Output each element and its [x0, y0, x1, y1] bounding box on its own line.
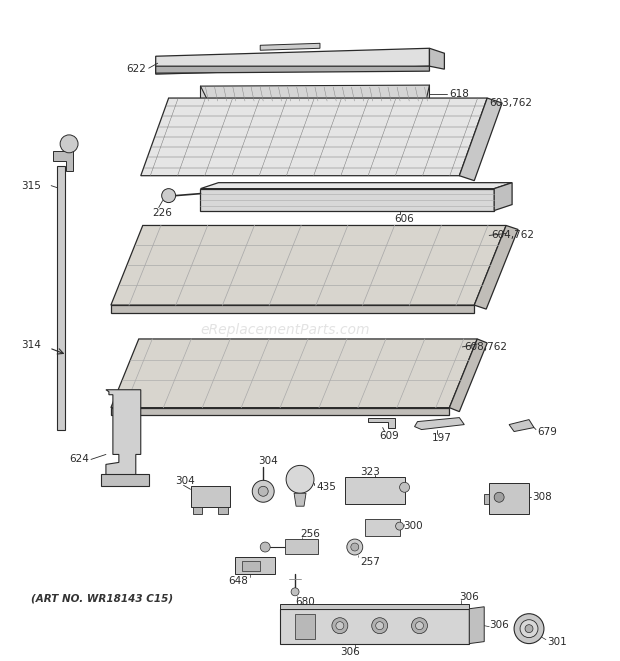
Polygon shape	[200, 182, 512, 188]
Text: 622: 622	[126, 64, 146, 74]
Polygon shape	[141, 98, 487, 176]
Circle shape	[60, 135, 78, 153]
Text: 306: 306	[340, 646, 360, 656]
Text: (ART NO. WR18143 C15): (ART NO. WR18143 C15)	[31, 594, 174, 603]
Text: 314: 314	[21, 340, 41, 350]
Circle shape	[347, 539, 363, 555]
Text: 603,762: 603,762	[489, 98, 532, 108]
Polygon shape	[156, 66, 430, 73]
Circle shape	[514, 613, 544, 644]
Polygon shape	[430, 48, 445, 69]
Text: 308: 308	[532, 492, 552, 502]
Polygon shape	[218, 507, 228, 514]
Polygon shape	[260, 43, 320, 50]
Circle shape	[252, 481, 274, 502]
Circle shape	[415, 622, 423, 630]
Polygon shape	[415, 418, 464, 430]
Text: 624: 624	[69, 454, 89, 465]
Text: 306: 306	[459, 592, 479, 602]
Polygon shape	[242, 561, 260, 571]
Circle shape	[494, 492, 504, 502]
Polygon shape	[200, 85, 430, 103]
Text: 648: 648	[228, 576, 248, 586]
Polygon shape	[484, 494, 489, 504]
Circle shape	[412, 618, 427, 634]
Polygon shape	[368, 418, 394, 428]
Text: 301: 301	[547, 637, 567, 646]
Text: 679: 679	[537, 426, 557, 436]
Polygon shape	[57, 166, 65, 430]
Polygon shape	[53, 151, 73, 171]
Polygon shape	[106, 390, 141, 477]
Circle shape	[259, 486, 268, 496]
Polygon shape	[494, 182, 512, 211]
Polygon shape	[111, 225, 506, 305]
Circle shape	[372, 618, 388, 634]
Polygon shape	[509, 420, 534, 432]
Polygon shape	[190, 486, 231, 507]
Polygon shape	[101, 475, 149, 486]
Polygon shape	[489, 483, 529, 514]
Polygon shape	[280, 603, 469, 609]
Text: 618: 618	[450, 89, 469, 99]
Text: 306: 306	[489, 619, 509, 630]
Circle shape	[520, 620, 538, 638]
Text: 257: 257	[360, 557, 379, 567]
Text: 256: 256	[300, 529, 320, 539]
Text: 304: 304	[175, 477, 195, 486]
Polygon shape	[200, 188, 494, 211]
Text: 304: 304	[259, 456, 278, 467]
Polygon shape	[111, 408, 450, 414]
Polygon shape	[474, 225, 518, 309]
Text: 300: 300	[404, 521, 423, 531]
Text: 226: 226	[153, 208, 172, 217]
Polygon shape	[111, 305, 474, 313]
Text: 435: 435	[316, 483, 336, 492]
Text: 315: 315	[21, 180, 41, 190]
Polygon shape	[365, 519, 400, 536]
Circle shape	[400, 483, 410, 492]
Text: 609: 609	[379, 430, 399, 440]
Circle shape	[332, 618, 348, 634]
Polygon shape	[285, 539, 318, 554]
Text: 197: 197	[432, 432, 451, 442]
Circle shape	[291, 588, 299, 596]
Circle shape	[336, 622, 344, 630]
Polygon shape	[459, 98, 502, 180]
Text: 680: 680	[295, 597, 315, 607]
Circle shape	[162, 188, 175, 202]
Circle shape	[260, 542, 270, 552]
Polygon shape	[294, 493, 306, 506]
Polygon shape	[295, 613, 315, 639]
Polygon shape	[450, 339, 487, 412]
Circle shape	[396, 522, 404, 530]
Circle shape	[525, 625, 533, 633]
Polygon shape	[236, 557, 275, 574]
Polygon shape	[156, 48, 430, 74]
Polygon shape	[111, 339, 477, 408]
Circle shape	[286, 465, 314, 493]
Text: eReplacementParts.com: eReplacementParts.com	[200, 323, 370, 337]
Circle shape	[351, 543, 359, 551]
Circle shape	[376, 622, 384, 630]
Text: 608,762: 608,762	[464, 342, 507, 352]
Polygon shape	[193, 507, 203, 514]
Polygon shape	[280, 609, 469, 644]
Polygon shape	[469, 607, 484, 644]
Text: 606: 606	[394, 214, 414, 223]
Polygon shape	[345, 477, 405, 504]
Text: 604,762: 604,762	[491, 231, 534, 241]
Text: 323: 323	[360, 467, 379, 477]
